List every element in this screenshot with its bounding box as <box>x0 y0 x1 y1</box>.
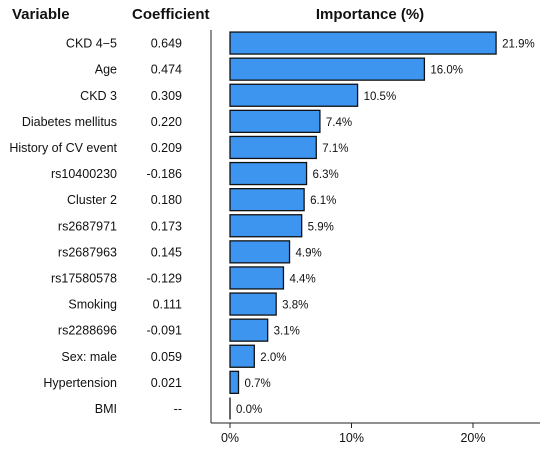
bar-value-label: 5.9% <box>308 221 334 233</box>
importance-bar <box>229 344 255 368</box>
coefficient-value: 0.021 <box>151 376 182 390</box>
coefficient-value: -0.129 <box>147 271 182 285</box>
coefficient-value: -0.091 <box>147 324 182 338</box>
bar-value-label: 3.8% <box>282 300 308 312</box>
importance-bar <box>229 318 269 342</box>
importance-header: Importance (%) <box>316 6 424 23</box>
bar-value-label: 6.3% <box>313 169 339 181</box>
bar-value-label: 4.4% <box>289 273 315 285</box>
variable-label: Sex: male <box>61 350 117 364</box>
bar-value-label: 6.1% <box>310 195 336 207</box>
coefficient-value: 0.220 <box>151 115 182 129</box>
variable-label: rs2288696 <box>58 324 117 338</box>
importance-bar <box>229 370 240 395</box>
coefficient-header: Coefficient <box>132 6 210 23</box>
bar-value-label: 4.9% <box>296 247 322 259</box>
variable-label: Cluster 2 <box>67 193 117 207</box>
importance-bar <box>229 31 497 55</box>
bar-value-label: 7.4% <box>326 117 352 129</box>
variable-label: Smoking <box>68 298 117 312</box>
coefficient-value: -0.186 <box>147 167 182 181</box>
bar-value-label: 0.0% <box>236 404 262 416</box>
importance-bar <box>229 187 305 212</box>
importance-bar <box>229 240 291 264</box>
bar-value-label: 7.1% <box>322 143 348 155</box>
importance-bar <box>229 83 359 107</box>
variable-label: History of CV event <box>9 141 117 155</box>
coefficient-value: 0.180 <box>151 193 182 207</box>
coefficient-value: 0.309 <box>151 89 182 103</box>
importance-bar <box>229 214 303 238</box>
variable-label: rs2687963 <box>58 245 117 259</box>
variable-header: Variable <box>12 6 70 23</box>
x-tick-label: 20% <box>460 431 485 445</box>
variable-label: CKD 3 <box>80 89 117 103</box>
importance-bar <box>229 57 426 81</box>
importance-bar <box>229 292 277 316</box>
coefficient-value: 0.649 <box>151 37 182 51</box>
coefficient-value: 0.145 <box>151 245 182 259</box>
variable-label: BMI <box>95 402 117 416</box>
variable-label: rs10400230 <box>51 167 117 181</box>
x-tick-label: 0% <box>221 431 239 445</box>
variable-label: rs2687971 <box>58 219 117 233</box>
bar-value-label: 3.1% <box>274 326 300 338</box>
importance-bar <box>229 161 308 186</box>
coefficient-value: 0.111 <box>153 298 182 312</box>
variable-label: Hypertension <box>43 376 117 390</box>
bar-value-label: 0.7% <box>245 378 271 390</box>
variable-label: rs17580578 <box>51 271 117 285</box>
x-axis-ticks: 0% 10% 20% <box>221 423 486 445</box>
x-tick-label: 10% <box>339 431 364 445</box>
rows-layer: CKD 4−5 0.649 21.9% Age 0.474 16.0% CKD 3 0.309… <box>9 31 535 420</box>
importance-bar <box>229 109 321 133</box>
bar-value-label: 21.9% <box>502 39 535 51</box>
coefficient-value: 0.209 <box>151 141 182 155</box>
coefficient-value: 0.059 <box>151 350 182 364</box>
importance-bar <box>229 266 285 290</box>
variable-label: Diabetes mellitus <box>22 115 117 129</box>
coefficient-value: 0.173 <box>151 219 182 233</box>
variable-label: CKD 4−5 <box>66 37 117 51</box>
bar-value-label: 2.0% <box>260 352 286 364</box>
coefficient-value: 0.474 <box>151 63 182 77</box>
bar-value-label: 10.5% <box>364 91 397 103</box>
variable-label: Age <box>95 63 117 77</box>
bar-value-label: 16.0% <box>430 65 463 77</box>
coefficient-value: -- <box>174 402 182 416</box>
importance-bar <box>229 135 317 160</box>
